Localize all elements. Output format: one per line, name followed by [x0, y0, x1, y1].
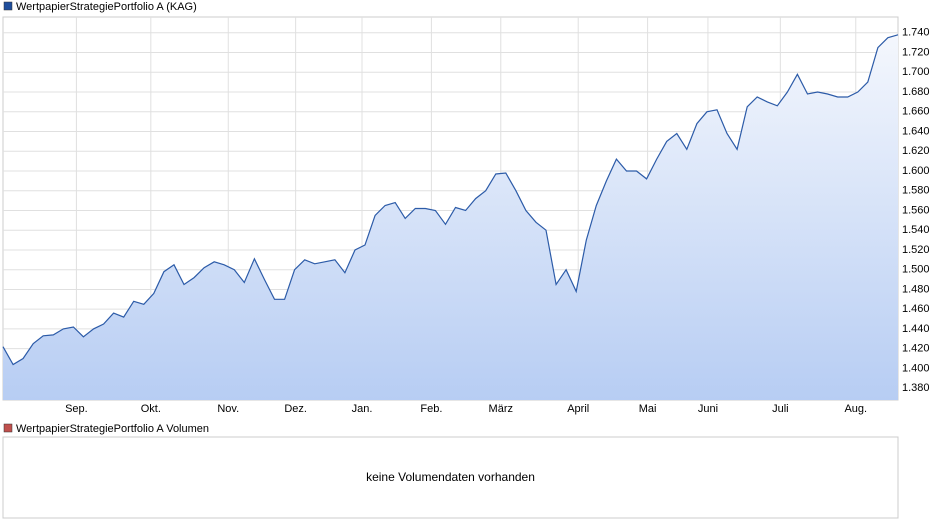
empty-message: keine Volumendaten vorhanden — [366, 470, 535, 484]
y-tick-label: 1.600 — [902, 165, 930, 177]
x-tick-label: Feb. — [420, 403, 442, 415]
legend-label: WertpapierStrategiePortfolio A (KAG) — [16, 1, 197, 13]
x-tick-label: Mai — [639, 403, 657, 415]
line — [2, 34, 899, 366]
x-tick-label: Okt. — [141, 403, 161, 415]
y-tick-label: 1.720 — [902, 46, 930, 58]
y-tick-label: 1.640 — [902, 125, 930, 137]
y-tick-label: 1.620 — [902, 145, 930, 157]
x-tick-label: März — [489, 403, 513, 415]
x-tick-label: Sep. — [65, 403, 88, 415]
y-tick-label: 1.440 — [902, 323, 930, 335]
x-tick-label: Juni — [698, 403, 718, 415]
y-tick-label: 1.740 — [902, 27, 930, 39]
y-tick-label: 1.500 — [902, 264, 930, 276]
legend-swatch — [3, 423, 13, 433]
y-tick-label: 1.380 — [902, 382, 930, 394]
y-tick-label: 1.520 — [902, 244, 930, 256]
x-tick-label: Dez. — [284, 403, 307, 415]
x-tick-label: April — [567, 403, 589, 415]
area — [3, 34, 898, 401]
y-tick-label: 1.480 — [902, 283, 930, 295]
y-tick-label: 1.400 — [902, 362, 930, 374]
y-tick-label: 1.420 — [902, 343, 930, 355]
y-tick-label: 1.700 — [902, 66, 930, 78]
legend-swatch — [3, 1, 13, 11]
y-tick-label: 1.540 — [902, 224, 930, 236]
y-tick-label: 1.560 — [902, 204, 930, 216]
y-tick-label: 1.660 — [902, 106, 930, 118]
x-tick-label: Jan. — [352, 403, 373, 415]
x-tick-label: Nov. — [217, 403, 239, 415]
legend-label: WertpapierStrategiePortfolio A Volumen — [16, 423, 209, 435]
volume-frame — [2, 436, 899, 519]
y-tick-label: 1.680 — [902, 86, 930, 98]
y-tick-label: 1.580 — [902, 185, 930, 197]
y-tick-label: 1.460 — [902, 303, 930, 315]
x-tick-label: Aug. — [844, 403, 867, 415]
x-tick-label: Juli — [772, 403, 789, 415]
